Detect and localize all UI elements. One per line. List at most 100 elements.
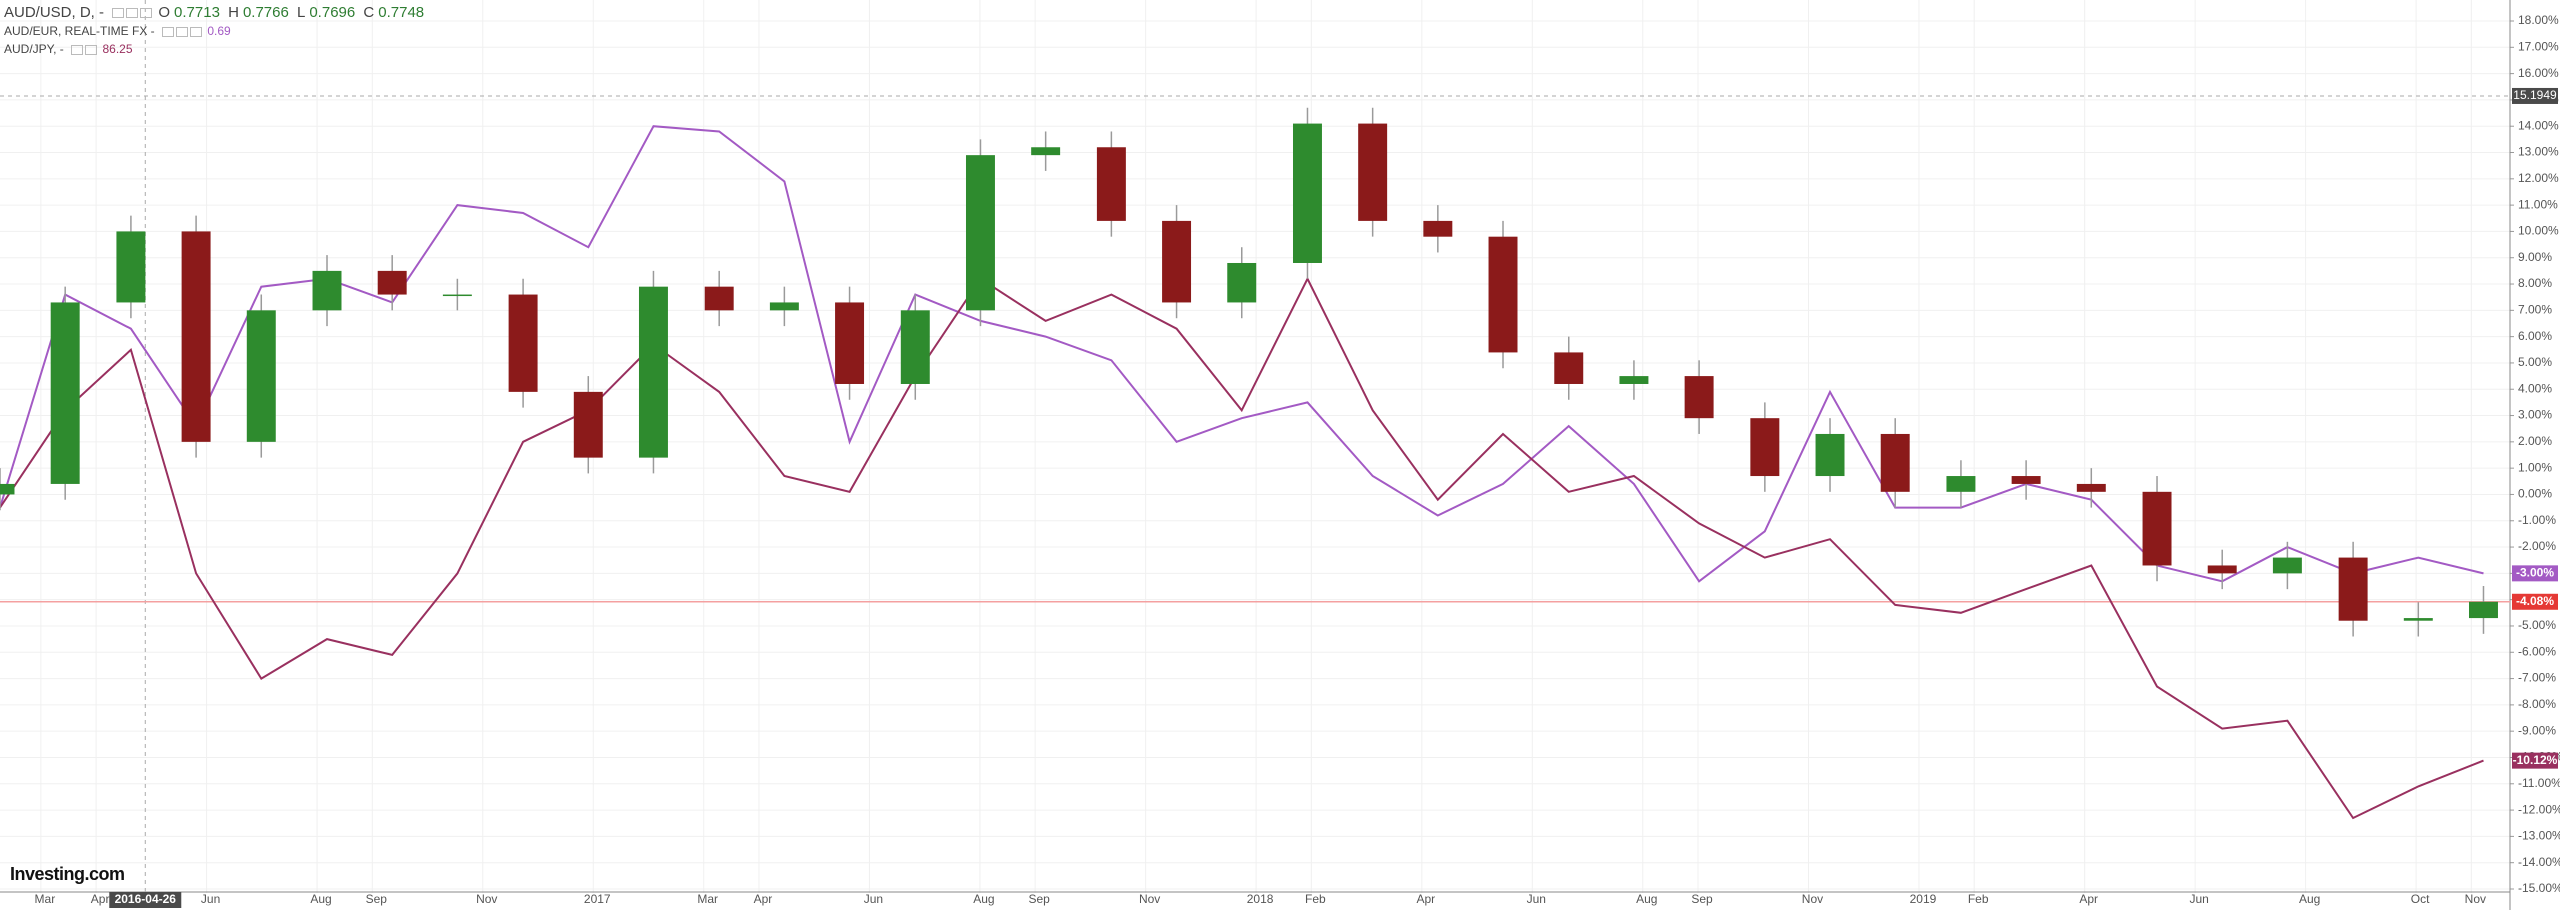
series-line: [0, 125, 2484, 583]
y-tick-label: 18.00%: [2518, 13, 2559, 27]
icon[interactable]: [162, 26, 175, 37]
y-tick-label: 9.00%: [2518, 250, 2552, 264]
y-tick-label: -2.00%: [2518, 539, 2556, 553]
crosshair-tag: [109, 892, 182, 908]
x-tick-label: Oct: [2411, 892, 2430, 906]
icon[interactable]: [190, 26, 203, 37]
candle-body: [1488, 236, 1518, 353]
icon[interactable]: [71, 44, 84, 55]
x-tick-label: Nov: [1139, 892, 1160, 906]
y-tick-label: -5.00%: [2518, 618, 2556, 632]
quote-value: 86.25: [102, 42, 133, 56]
icon[interactable]: [126, 8, 139, 19]
y-tick-label: -6.00%: [2518, 644, 2556, 658]
price-tag-label: -4.08%: [2516, 594, 2554, 608]
candle-body: [1031, 147, 1061, 156]
candle-body: [2142, 491, 2172, 566]
series-name: AUD/EUR, REAL-TIME FX -: [4, 24, 155, 38]
y-tick-label: 2.00%: [2518, 434, 2552, 448]
candle-body: [442, 294, 472, 297]
series-line: [0, 276, 2484, 820]
quote-value: 0.7696: [309, 4, 356, 21]
x-tick-label: Nov: [2465, 892, 2486, 906]
y-tick-label: 0.00%: [2518, 487, 2552, 501]
crosshair-tag-label: 15.1949: [2513, 88, 2557, 102]
x-tick-label: Jun: [201, 892, 220, 906]
crosshair-tag-label: 2016-04-26: [115, 892, 177, 906]
candle-body: [1946, 476, 1976, 492]
x-tick-label: Apr: [754, 892, 773, 906]
candle-body: [50, 302, 80, 484]
x-tick-label: Sep: [1028, 892, 1050, 906]
candle-body: [900, 310, 930, 384]
candle-body: [2011, 476, 2041, 484]
candle-body: [835, 302, 865, 384]
y-tick-label: -7.00%: [2518, 671, 2556, 685]
y-tick-label: 12.00%: [2518, 171, 2559, 185]
candle-body: [1815, 433, 1845, 477]
x-tick-label: Aug: [1636, 892, 1657, 906]
candle-body: [965, 155, 995, 311]
candle-body: [181, 231, 211, 442]
candle-body: [1423, 220, 1453, 237]
quote-label: L: [297, 4, 306, 21]
candle-body: [638, 286, 668, 458]
quote-value: 0.69: [207, 24, 231, 38]
icon[interactable]: [112, 8, 125, 19]
x-tick-label: Aug: [973, 892, 994, 906]
candle-body: [2469, 601, 2498, 619]
y-tick-label: -12.00%: [2518, 802, 2560, 816]
candle-body: [573, 391, 603, 458]
candle-body: [1554, 352, 1584, 384]
x-tick-label: 2018: [1247, 892, 1274, 906]
candle-body: [1358, 123, 1388, 221]
quote-label: H: [228, 4, 239, 21]
x-tick-label: Aug: [310, 892, 331, 906]
y-tick-label: 14.00%: [2518, 118, 2559, 132]
x-tick-label: Nov: [476, 892, 497, 906]
y-tick-label: 7.00%: [2518, 303, 2552, 317]
candle-body: [1227, 262, 1257, 303]
y-tick-label: 4.00%: [2518, 381, 2552, 395]
x-tick-label: Sep: [1691, 892, 1713, 906]
y-tick-label: 5.00%: [2518, 355, 2552, 369]
quote-label: C: [363, 4, 375, 21]
y-tick-label: 11.00%: [2518, 197, 2558, 211]
y-tick-label: 1.00%: [2518, 460, 2552, 474]
series-name: AUD/USD, D, -: [4, 4, 105, 21]
quote-value: 0.7748: [378, 4, 425, 21]
x-tick-label: Jun: [864, 892, 883, 906]
y-tick-label: 6.00%: [2518, 329, 2552, 343]
legend-row: AUD/JPY, - 86.25: [4, 40, 428, 58]
y-tick-label: 8.00%: [2518, 276, 2552, 290]
icon[interactable]: [85, 44, 98, 55]
icon[interactable]: [176, 26, 189, 37]
price-tag: [2512, 565, 2558, 582]
x-tick-label: Jun: [2189, 892, 2208, 906]
series-name: AUD/JPY, -: [4, 42, 64, 56]
quote-value: 0.7713: [174, 4, 220, 21]
x-tick-label: Apr: [2079, 892, 2098, 906]
candle-body: [2338, 557, 2368, 621]
x-tick-label: Mar: [697, 892, 718, 906]
y-tick-label: -11.00%: [2518, 776, 2560, 790]
candle-body: [116, 231, 146, 303]
candle-body: [312, 270, 342, 311]
x-tick-label: Jun: [1527, 892, 1546, 906]
icon[interactable]: [140, 8, 153, 19]
candle-body: [1292, 123, 1322, 263]
candle-body: [1750, 418, 1780, 477]
candle-body: [508, 294, 538, 392]
x-tick-label: Sep: [366, 892, 388, 906]
candle-body: [2272, 557, 2302, 574]
x-tick-label: 2017: [584, 892, 611, 906]
x-tick-label: Apr: [91, 892, 110, 906]
price-tag: [2512, 752, 2558, 769]
candle-body: [2403, 618, 2433, 621]
quote-label: O: [158, 4, 171, 21]
candle-body: [1619, 376, 1649, 384]
x-tick-label: Feb: [1305, 892, 1326, 906]
